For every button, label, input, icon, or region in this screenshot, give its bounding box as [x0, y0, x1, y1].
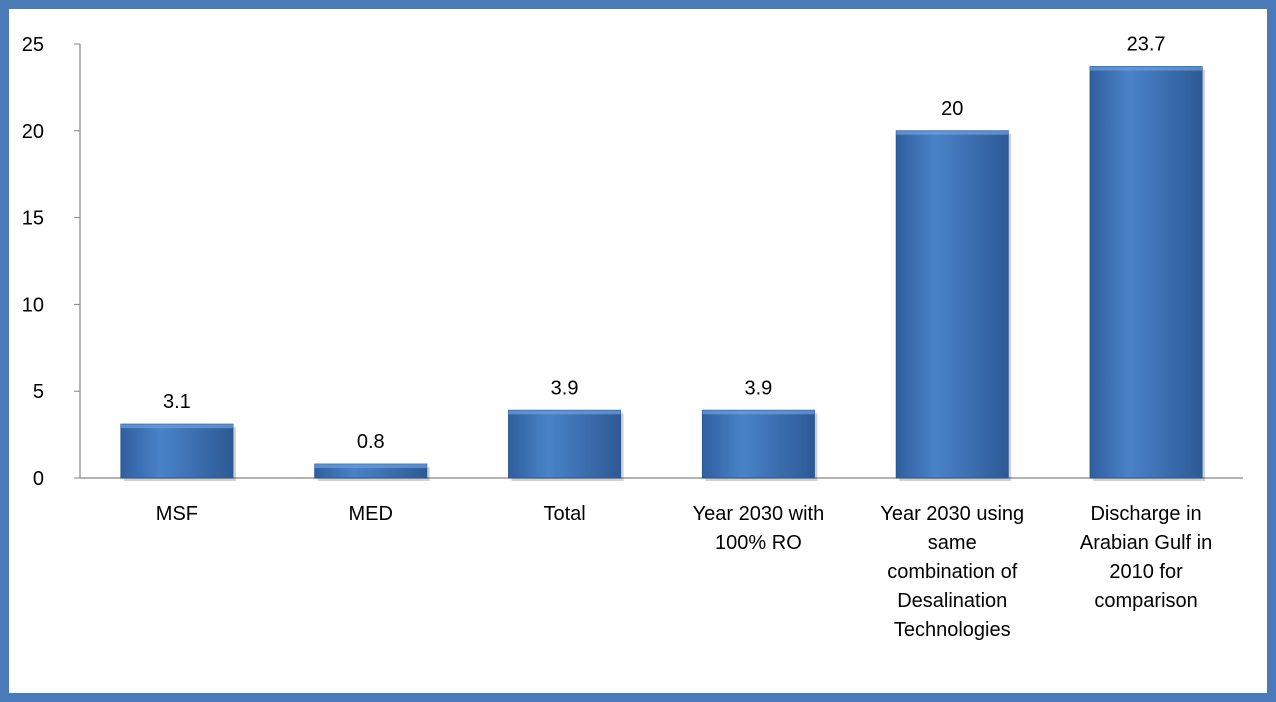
category-label-line: Desalination	[897, 590, 1007, 612]
category-label-line: Total	[543, 503, 585, 525]
category-label-line: 2010 for	[1109, 561, 1183, 583]
data-label: 20	[941, 98, 963, 120]
bar	[508, 409, 622, 479]
labels: 0 5 10 15 20 25 3.1 MSF 0.8 MED 3.9 Total 3.9 Year 20…	[22, 34, 1212, 641]
category-label: MED	[349, 503, 393, 525]
bar-highlight	[1090, 66, 1203, 71]
category-label: MSF	[156, 503, 198, 525]
y-tick-label: 15	[22, 208, 44, 230]
category-label-line: MSF	[156, 503, 198, 525]
bar-highlight	[314, 464, 427, 469]
bar	[120, 423, 234, 479]
y-tick-label: 0	[33, 468, 44, 490]
category-label-line: Arabian Gulf in	[1080, 532, 1212, 554]
bar	[1089, 66, 1203, 479]
bar-highlight	[896, 130, 1009, 135]
category-label-line: Discharge in	[1090, 503, 1201, 525]
y-tick-label: 5	[33, 381, 44, 403]
category-label-line: 100% RO	[715, 532, 802, 554]
category-label: Year 2030 using same combination of Desalin…	[880, 503, 1024, 641]
bar-highlight	[120, 424, 233, 429]
bar	[895, 130, 1009, 479]
y-tick-label: 10	[22, 294, 44, 316]
category-label-line: same	[928, 532, 977, 554]
bar-highlight	[702, 410, 815, 415]
y-tick-label: 20	[22, 121, 44, 143]
category-label-line: Year 2030 using	[880, 503, 1024, 525]
bar-highlight	[508, 410, 621, 415]
category-label: Year 2030 with 100% RO	[693, 503, 825, 554]
category-label: Discharge in Arabian Gulf in 2010 for compa…	[1080, 503, 1212, 612]
data-label: 3.9	[745, 377, 773, 399]
data-label: 3.1	[163, 391, 191, 413]
data-label: 23.7	[1127, 34, 1166, 56]
y-tick-label: 25	[22, 34, 44, 56]
category-label-line: Technologies	[894, 619, 1011, 641]
data-label: 3.9	[551, 377, 579, 399]
category-label-line: MED	[349, 503, 393, 525]
category-label-line: combination of	[887, 561, 1018, 583]
bar	[701, 409, 815, 479]
axes	[74, 43, 1243, 479]
data-label: 0.8	[357, 431, 385, 453]
category-label-line: Year 2030 with	[693, 503, 825, 525]
category-label: Total	[543, 503, 585, 525]
bars	[120, 66, 1206, 482]
category-label-line: comparison	[1094, 590, 1197, 612]
